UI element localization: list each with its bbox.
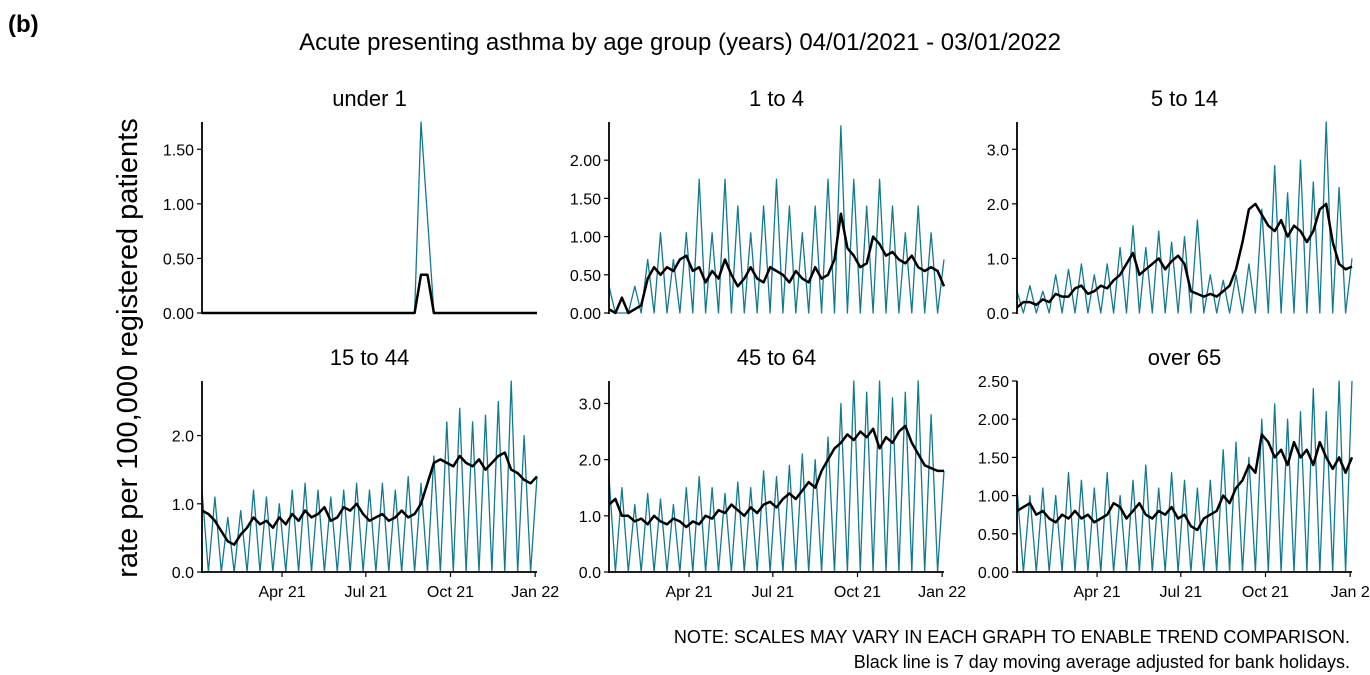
note: NOTE: SCALES MAY VARY IN EACH GRAPH TO E…	[674, 627, 1350, 647]
moving-average-line	[608, 212, 946, 315]
daily-line	[1016, 380, 1353, 573]
y-tick-label: 3.0	[987, 142, 1009, 159]
y-tick-label: 2.50	[978, 374, 1009, 391]
y-tick-label: 3.0	[579, 396, 601, 413]
x-tick-label: Jul 21	[1159, 584, 1202, 601]
y-tick-label: 1.50	[978, 450, 1009, 467]
panel-title: under 1	[332, 86, 407, 111]
y-tick-label: 0.0	[172, 565, 194, 582]
x-tick-label: Jan 2	[1331, 584, 1370, 601]
y-tick-label: 0.50	[163, 251, 194, 268]
x-tick-label: Jul 21	[344, 584, 387, 601]
x-tick-label: Apr 21	[665, 584, 712, 601]
y-tick-label: 2.00	[978, 412, 1009, 429]
daily-line	[202, 121, 537, 314]
y-tick-label: 2.0	[579, 453, 601, 470]
figure-title: Acute presenting asthma by age group (ye…	[299, 29, 1061, 56]
note: Black line is 7 day moving average adjus…	[854, 652, 1350, 672]
x-tick-label: Jan 22	[511, 584, 559, 601]
moving-average-line	[201, 451, 538, 546]
y-tick-label: 0.0	[987, 306, 1009, 323]
panel-title: 15 to 44	[330, 345, 410, 370]
y-axis-label: rate per 100,000 registered patients	[112, 118, 144, 577]
moving-average-line	[1016, 433, 1354, 532]
y-tick-label: 1.0	[987, 251, 1009, 268]
y-tick-label: 0.00	[978, 565, 1009, 582]
daily-line	[608, 125, 945, 314]
daily-line	[1016, 121, 1353, 314]
moving-average-line	[608, 424, 944, 529]
x-tick-label: Apr 21	[258, 584, 305, 601]
figure-label: (b)	[8, 11, 39, 38]
x-tick-label: Jul 21	[751, 584, 794, 601]
daily-line	[608, 380, 945, 573]
x-tick-label: Oct 21	[1242, 584, 1289, 601]
y-tick-label: 2.0	[172, 429, 194, 446]
panel-title: 1 to 4	[749, 86, 804, 111]
y-tick-label: 1.00	[978, 489, 1009, 506]
y-tick-label: 0.50	[570, 268, 601, 285]
moving-average-line	[202, 273, 537, 315]
x-tick-label: Apr 21	[1073, 584, 1120, 601]
y-tick-label: 1.0	[579, 509, 601, 526]
y-tick-label: 1.00	[570, 230, 601, 247]
panel-title: 5 to 14	[1151, 86, 1218, 111]
y-tick-label: 0.00	[163, 306, 194, 323]
x-tick-label: Oct 21	[427, 584, 474, 601]
y-tick-label: 1.00	[163, 197, 194, 214]
y-tick-label: 0.0	[579, 565, 601, 582]
y-tick-label: 1.0	[172, 497, 194, 514]
y-tick-label: 1.50	[163, 142, 194, 159]
moving-average-line	[1016, 202, 1353, 309]
x-tick-label: Oct 21	[834, 584, 881, 601]
panel-title: 45 to 64	[737, 345, 817, 370]
y-tick-label: 2.00	[570, 153, 601, 170]
y-tick-label: 1.50	[570, 191, 601, 208]
y-tick-label: 2.0	[987, 197, 1009, 214]
x-tick-label: Jan 22	[918, 584, 966, 601]
panel-title: over 65	[1148, 345, 1221, 370]
y-tick-label: 0.00	[570, 306, 601, 323]
y-tick-label: 0.50	[978, 527, 1009, 544]
daily-line	[201, 380, 538, 573]
